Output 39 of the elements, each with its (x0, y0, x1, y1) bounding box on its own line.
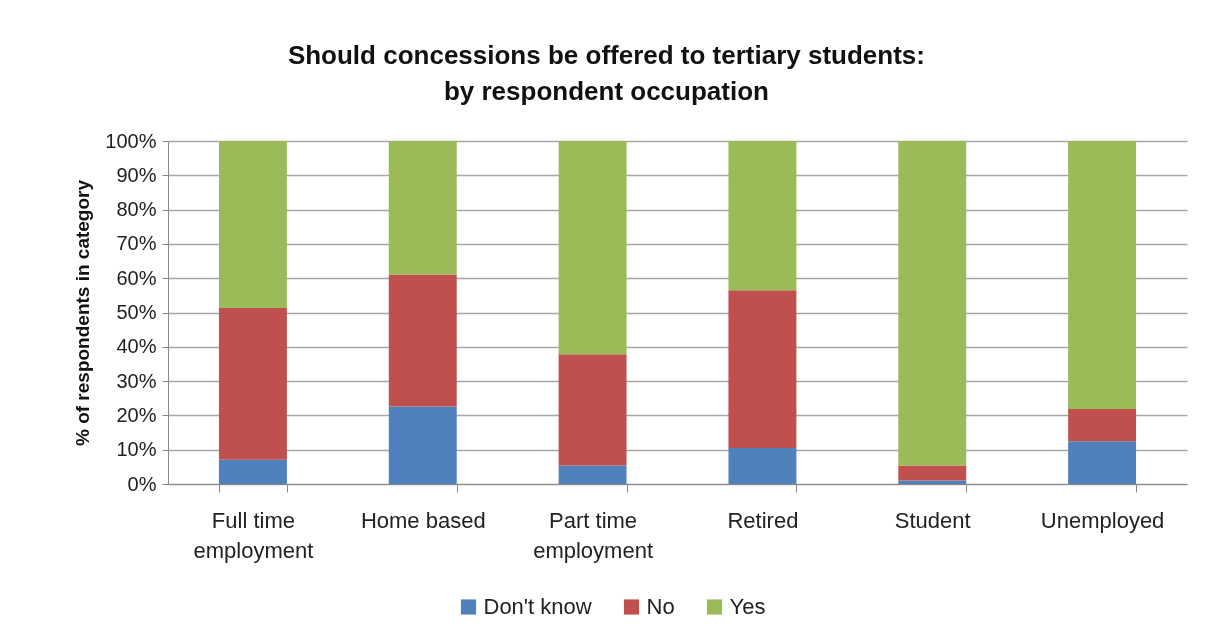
bar (218, 459, 287, 484)
bar (898, 465, 967, 481)
y-tick-label: 60% (116, 266, 157, 289)
legend-label: Yes (729, 594, 766, 619)
bar (388, 274, 457, 407)
x-tick-label: Part time employment (533, 507, 654, 563)
bar (1068, 141, 1137, 409)
bar (1068, 441, 1137, 484)
bar (728, 447, 797, 484)
y-tick-label: 90% (116, 163, 157, 186)
bar (218, 141, 287, 309)
chart-title: Should concessions be offered to tertiary students: by respondent occupation (287, 40, 925, 106)
bar (388, 406, 457, 484)
bar (728, 290, 797, 448)
bar (388, 141, 457, 275)
y-tick-label: 10% (116, 438, 157, 461)
y-tick-label: 20% (116, 403, 157, 426)
y-tick-label: 50% (116, 301, 157, 323)
y-tick-label: 80% (116, 198, 157, 221)
bar (1068, 408, 1137, 442)
bar (558, 465, 627, 484)
bar (218, 308, 287, 460)
y-tick-label: 70% (116, 232, 157, 255)
x-tick-label: Student (894, 507, 971, 533)
y-axis-title: % of respondents in category (72, 179, 94, 447)
bar (558, 354, 627, 466)
y-tick-label: 100% (105, 129, 157, 152)
x-tick-label: Unemployed (1040, 507, 1165, 533)
bar (558, 141, 627, 355)
legend-label: No (646, 594, 675, 619)
legend-label: Don't know (483, 594, 592, 619)
x-tick-label: Full time employment (193, 507, 314, 563)
y-tick-label: 0% (127, 472, 157, 495)
bar (898, 141, 967, 466)
x-tick-label: Retired (727, 507, 799, 533)
x-tick-label: Home based (360, 507, 486, 533)
y-tick-label: 30% (116, 369, 157, 392)
y-tick-label: 40% (116, 335, 157, 358)
bar (728, 141, 797, 291)
